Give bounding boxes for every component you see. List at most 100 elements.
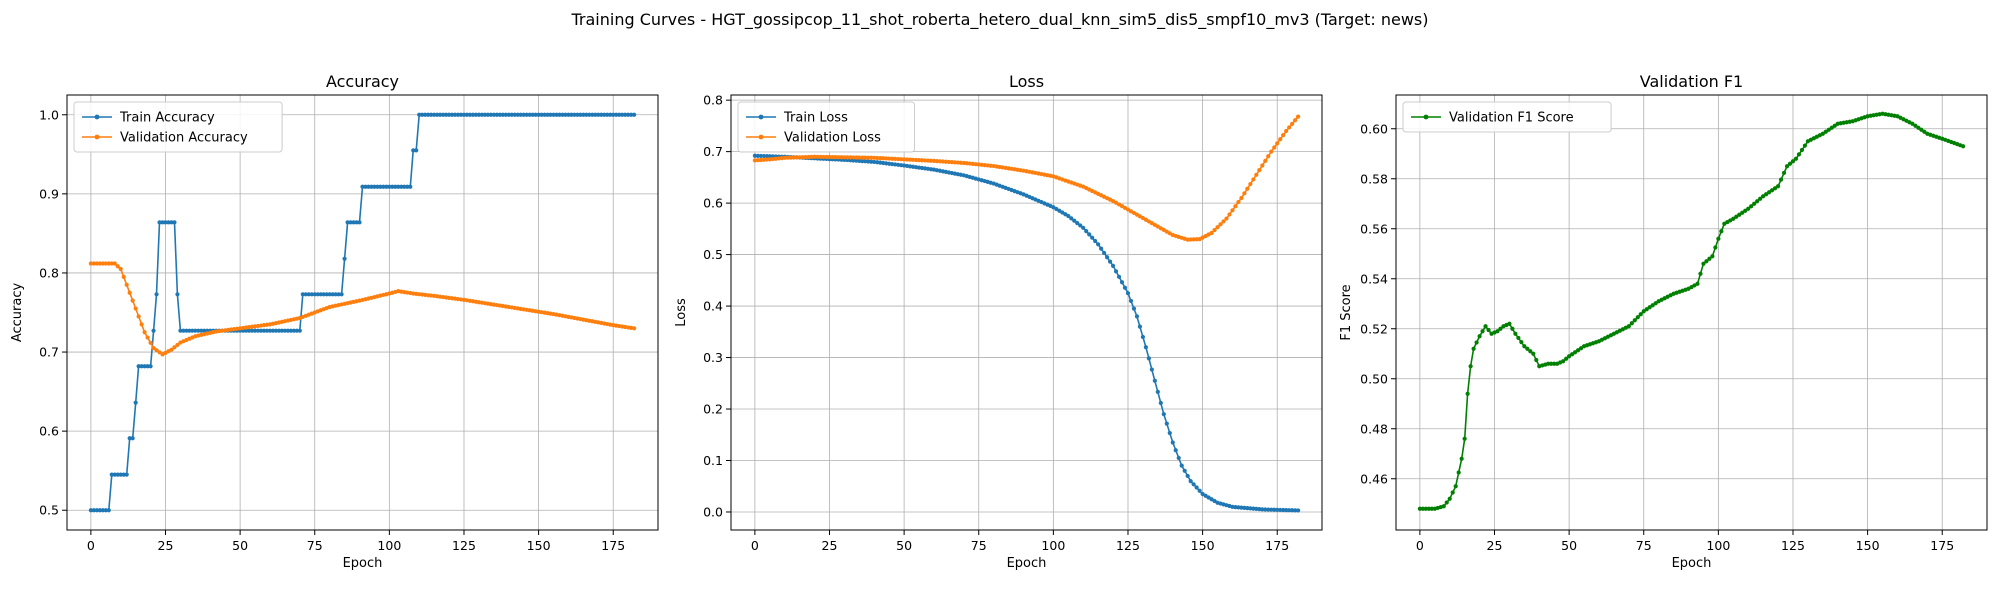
data-point (857, 155, 862, 160)
data-point (536, 112, 541, 117)
y-tick-label: 0.7 (703, 144, 723, 159)
x-tick-label: 150 (1191, 538, 1215, 553)
data-point (202, 328, 207, 333)
data-point (190, 328, 195, 333)
data-point (417, 112, 422, 117)
legend-box (73, 101, 283, 153)
data-point (1767, 190, 1772, 195)
data-point (1239, 195, 1244, 201)
data-point (432, 112, 437, 117)
data-point (530, 112, 535, 117)
data-point (294, 328, 299, 333)
data-point (1567, 354, 1572, 359)
x-tick-label: 75 (307, 538, 323, 553)
data-point (172, 220, 177, 225)
data-point (584, 112, 589, 117)
data-point (1278, 507, 1283, 513)
x-axis-label: Epoch (343, 556, 383, 571)
data-point (109, 261, 114, 266)
data-point (1236, 199, 1241, 205)
data-point (1772, 186, 1778, 191)
data-point (440, 112, 446, 117)
data-point (512, 112, 517, 117)
data-point (1486, 327, 1491, 333)
x-tick-label: 175 (1265, 538, 1289, 553)
data-point (384, 184, 389, 189)
data-point (788, 155, 793, 160)
data-point (1638, 312, 1643, 317)
data-point (315, 292, 320, 297)
data-point (521, 112, 526, 117)
data-point (1519, 339, 1524, 345)
data-point (1278, 137, 1283, 142)
data-point (1104, 255, 1110, 260)
data-point (1740, 210, 1745, 215)
data-point (890, 156, 895, 161)
data-point (449, 112, 455, 117)
data-point (611, 112, 616, 117)
data-point (755, 153, 760, 158)
data-point (515, 112, 520, 117)
data-point (1632, 318, 1637, 323)
data-point (94, 261, 99, 266)
data-point (1781, 170, 1787, 176)
data-point (1081, 225, 1086, 230)
data-point (1167, 430, 1172, 436)
legend-label: Train Accuracy (119, 111, 215, 126)
data-point (399, 184, 404, 189)
data-point (1707, 256, 1712, 261)
data-point (1122, 285, 1128, 290)
data-point (148, 364, 153, 369)
data-point (1128, 298, 1134, 304)
data-point (1251, 177, 1256, 182)
data-point (803, 154, 808, 160)
data-point (1462, 436, 1467, 441)
data-point (1752, 201, 1757, 206)
data-point (946, 159, 951, 165)
series-accuracy-1 (88, 261, 637, 357)
data-point (1710, 254, 1715, 259)
data-point (869, 155, 874, 160)
data-point (497, 112, 502, 117)
data-point (1713, 245, 1718, 250)
data-point (1096, 242, 1101, 247)
data-point (112, 472, 117, 477)
data-point (452, 112, 458, 117)
data-point (1269, 507, 1274, 512)
data-point (426, 112, 431, 117)
data-point (575, 112, 580, 117)
series-accuracy-0 (88, 112, 637, 513)
legend-label: Train Loss (783, 111, 848, 126)
data-point (148, 340, 153, 345)
data-point (1134, 314, 1140, 319)
x-tick-label: 100 (1041, 538, 1065, 553)
data-point (617, 112, 622, 117)
data-point (1110, 263, 1116, 269)
data-point (435, 112, 440, 117)
data-point (632, 112, 637, 117)
data-point (1704, 259, 1709, 264)
data-point (124, 472, 129, 477)
data-point (1417, 506, 1422, 511)
data-point (1820, 131, 1825, 136)
data-point (1731, 216, 1736, 221)
data-point (1426, 506, 1431, 511)
data-point (1480, 329, 1485, 334)
data-point (782, 155, 787, 160)
data-point (157, 220, 162, 225)
panel-title: Loss (1009, 72, 1044, 91)
y-tick-label: 0.48 (1360, 421, 1388, 436)
data-point (423, 112, 428, 117)
data-point (360, 184, 365, 189)
data-point (1450, 490, 1455, 495)
y-tick-label: 0.5 (39, 503, 59, 518)
data-point (378, 184, 383, 189)
x-tick-label: 100 (377, 538, 401, 553)
data-point (1224, 216, 1229, 221)
data-point (1832, 123, 1837, 128)
data-point (318, 292, 323, 297)
data-point (124, 282, 129, 287)
data-point (243, 328, 249, 333)
data-point (815, 154, 820, 159)
